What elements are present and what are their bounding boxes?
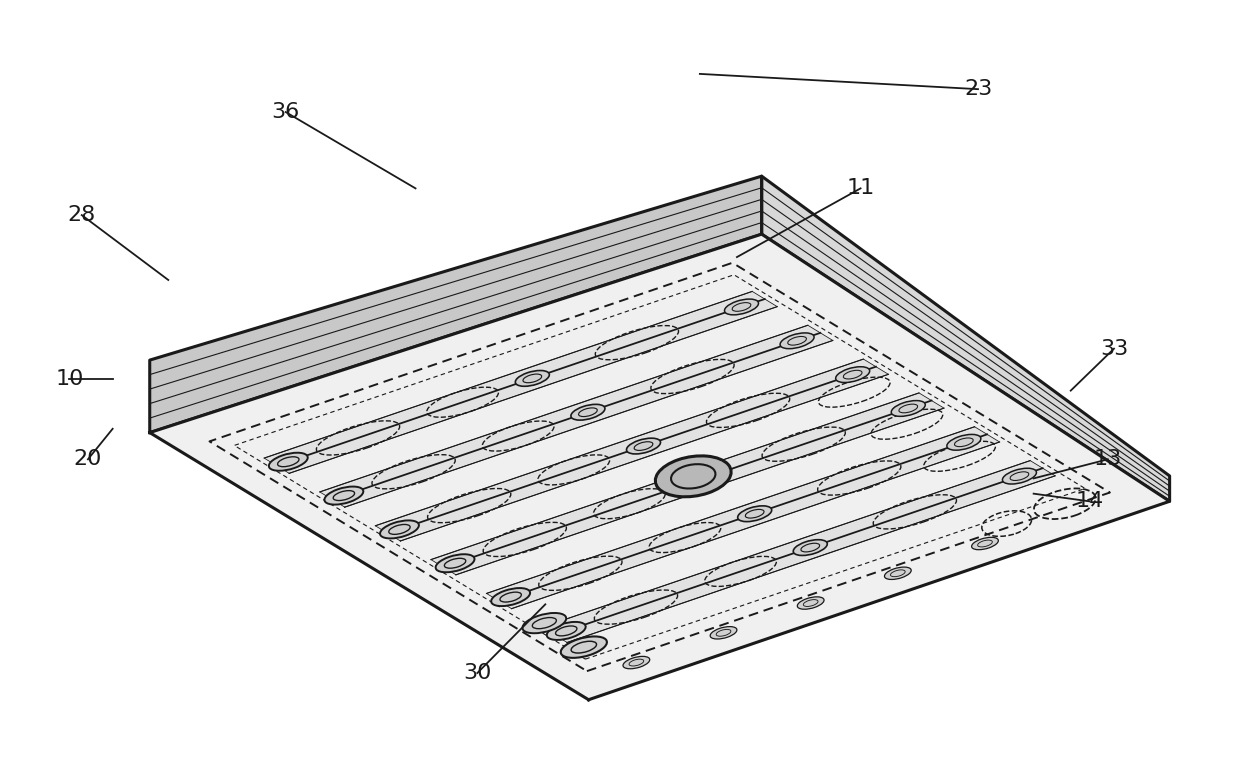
Text: 23: 23 — [964, 79, 992, 99]
Text: 14: 14 — [1075, 491, 1104, 511]
Polygon shape — [264, 291, 777, 473]
Ellipse shape — [571, 404, 605, 420]
Ellipse shape — [655, 456, 731, 497]
Polygon shape — [150, 176, 762, 433]
Polygon shape — [543, 460, 1056, 643]
Text: 11: 11 — [846, 178, 875, 198]
Ellipse shape — [515, 371, 549, 386]
Ellipse shape — [971, 537, 999, 550]
Ellipse shape — [380, 520, 419, 538]
Ellipse shape — [1002, 468, 1037, 484]
Ellipse shape — [325, 486, 363, 505]
Polygon shape — [375, 359, 888, 541]
Text: 30: 30 — [463, 663, 492, 683]
Ellipse shape — [885, 567, 911, 579]
Ellipse shape — [561, 637, 607, 658]
Polygon shape — [762, 176, 1170, 501]
Ellipse shape — [710, 627, 737, 639]
Text: 10: 10 — [56, 369, 83, 389]
Ellipse shape — [523, 613, 566, 633]
Ellipse shape — [491, 588, 530, 606]
Ellipse shape — [737, 506, 772, 522]
Polygon shape — [150, 234, 1170, 699]
Polygon shape — [320, 326, 833, 507]
Ellipse shape — [436, 555, 475, 572]
Ellipse shape — [793, 540, 828, 555]
Ellipse shape — [269, 453, 307, 471]
Ellipse shape — [835, 367, 870, 382]
Text: 33: 33 — [1100, 339, 1129, 358]
Ellipse shape — [947, 434, 981, 450]
Ellipse shape — [798, 597, 824, 609]
Polygon shape — [431, 393, 944, 574]
Text: 20: 20 — [74, 450, 102, 470]
Ellipse shape — [891, 401, 926, 417]
Text: 13: 13 — [1094, 450, 1123, 470]
Ellipse shape — [725, 299, 758, 315]
Ellipse shape — [781, 333, 814, 349]
Text: 28: 28 — [68, 205, 95, 225]
Ellipse shape — [623, 656, 649, 669]
Ellipse shape — [627, 438, 660, 454]
Polygon shape — [487, 427, 1000, 609]
Ellipse shape — [546, 622, 586, 640]
Text: 36: 36 — [271, 102, 300, 122]
Ellipse shape — [681, 472, 716, 488]
